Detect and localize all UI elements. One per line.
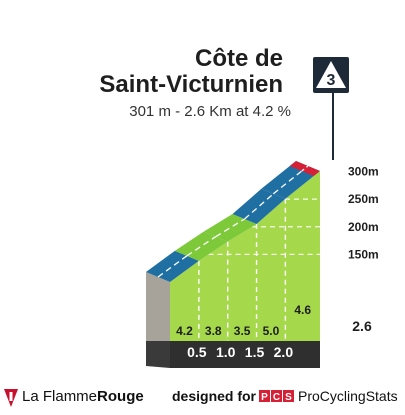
distance-label: 1.5	[245, 344, 265, 360]
gradient-road	[146, 160, 320, 282]
distance-label: 1.0	[216, 344, 236, 360]
road-centerline	[272, 165, 309, 195]
svg-text:P: P	[261, 392, 268, 402]
gradient-segment	[203, 214, 257, 242]
chart-labels: 4.2 3.8 3.5 5.0 4.6 0.5 1.0 1.5 2.0 2.6 150m 200m 25…	[176, 165, 379, 360]
distance-base-band	[170, 341, 320, 368]
gradient-label: 4.6	[294, 303, 311, 317]
distance-base-side	[146, 341, 170, 368]
profile-body	[146, 170, 320, 368]
gradient-segment	[146, 250, 199, 282]
climb-summary: 301 m - 2.6 Km at 4.2 %	[129, 103, 291, 120]
category-marker: 3	[313, 57, 349, 160]
summit-marker-stripe	[301, 165, 309, 172]
svg-text:S: S	[285, 392, 292, 402]
gradient-segment	[232, 188, 286, 225]
brand-suffix: Rouge	[97, 388, 144, 405]
designed-for-label: designed for	[172, 388, 257, 404]
category-triangle-icon	[316, 61, 346, 88]
pcs-logo-icon: P C S	[259, 390, 294, 402]
climb-title-line1: Côte de	[194, 45, 283, 72]
profile-side-wall	[146, 272, 170, 341]
profile-front-face	[170, 170, 320, 341]
gradient-label: 4.2	[176, 324, 193, 338]
road-centerline	[215, 218, 245, 238]
brand-laflammerouge: La FlammeRouge	[22, 388, 144, 405]
flame-logo-icon	[4, 389, 18, 407]
climb-title-line2: Saint-Victurnien	[99, 71, 283, 98]
gradient-label: 5.0	[263, 324, 280, 338]
gradient-label: 3.8	[205, 324, 222, 338]
gradient-label: 3.5	[234, 324, 251, 338]
category-badge-number: 3	[327, 72, 336, 89]
distance-label: 0.5	[187, 344, 207, 360]
distance-label: 2.0	[274, 344, 294, 360]
elevation-tick-label: 300m	[348, 165, 379, 179]
brand-prefix: La Flamme	[22, 388, 98, 405]
road-centerline	[186, 236, 217, 257]
svg-text:C: C	[273, 392, 280, 402]
distance-label: 2.6	[352, 318, 372, 334]
gradient-segment	[174, 231, 228, 261]
elevation-tick-label: 250m	[348, 192, 379, 206]
summit-marker	[289, 160, 320, 176]
elevation-grid	[198, 170, 320, 341]
elevation-tick-label: 150m	[348, 247, 379, 261]
elevation-tick-label: 200m	[348, 220, 379, 234]
road-centerline	[157, 255, 188, 278]
procyclingstats-name: ProCyclingStats	[298, 388, 398, 404]
road-centerline	[244, 193, 274, 220]
